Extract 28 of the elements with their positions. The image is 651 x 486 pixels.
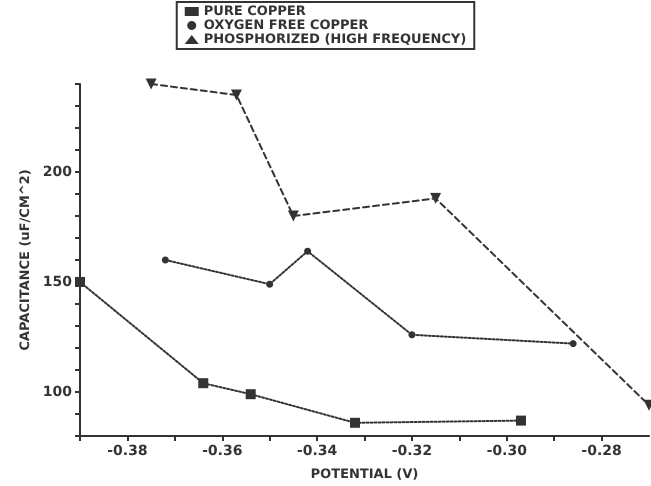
x-tick-label: -0.38 — [107, 443, 148, 459]
x-tick-label: -0.32 — [392, 443, 432, 459]
y-tick-label: 200 — [42, 164, 72, 180]
point — [198, 378, 208, 388]
point — [266, 280, 274, 288]
point — [75, 277, 85, 287]
point — [288, 210, 299, 222]
legend-label: PURE COPPER — [204, 4, 306, 19]
point — [350, 418, 360, 428]
point — [408, 331, 416, 338]
x-tick-label: -0.36 — [202, 443, 242, 459]
point — [304, 248, 312, 255]
legend-label: OXYGEN FREE COPPER — [204, 18, 368, 33]
x-tick-label: -0.34 — [296, 443, 338, 459]
point — [430, 192, 442, 204]
point — [246, 389, 256, 400]
point — [516, 416, 526, 426]
point — [570, 340, 577, 348]
point — [162, 256, 169, 264]
point — [146, 78, 157, 90]
y-axis-title: CAPACITANCE (uF/CM^2) — [18, 169, 33, 351]
x-tick-label: -0.28 — [581, 443, 622, 459]
legend-label: PHOSPHORIZED (HIGH FREQUENCY) — [204, 32, 466, 47]
y-tick-label: 150 — [42, 274, 72, 290]
y-tick-label: 100 — [42, 384, 72, 400]
x-tick-label: -0.30 — [486, 443, 528, 459]
point — [230, 90, 242, 100]
x-axis-title: POTENTIAL (V) — [310, 467, 418, 482]
